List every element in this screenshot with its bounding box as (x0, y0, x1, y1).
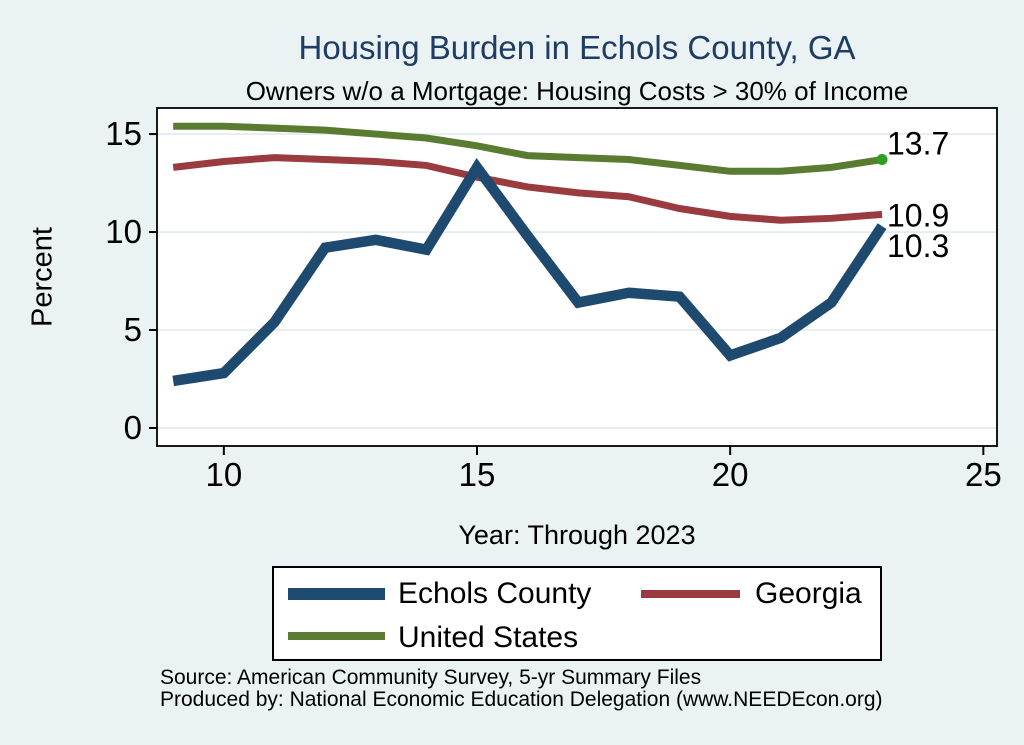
end-label-united-states: 13.7 (887, 126, 949, 162)
y-tick-label: 15 (105, 115, 142, 152)
series-line-united-states (173, 122, 883, 175)
end-label-georgia: 10.9 (887, 197, 949, 233)
y-axis-title: Percent (26, 227, 59, 327)
x-tick-label: 15 (459, 456, 496, 493)
legend-swatch-united-states (288, 632, 385, 640)
series-line-echols-county (172, 157, 887, 387)
x-tick-label: 25 (965, 456, 1002, 493)
y-tick-label: 0 (124, 409, 142, 446)
x-axis-label: Year: Through 2023 (458, 520, 696, 550)
x-tick-label: 20 (712, 456, 749, 493)
legend-label-georgia: Georgia (755, 577, 862, 610)
legend-label-united-states: United States (398, 621, 579, 654)
chart-title: Housing Burden in Echols County, GA (298, 29, 856, 66)
end-marker-united-states (876, 154, 888, 166)
x-tick-label: 10 (205, 456, 242, 493)
legend-label-echols-county: Echols County (398, 577, 592, 610)
chart-subtitle: Owners w/o a Mortgage: Housing Costs > 3… (245, 76, 909, 106)
source-note-line1: Source: American Community Survey, 5-yr … (160, 666, 702, 689)
legend-swatch-georgia (641, 590, 740, 598)
plot-area: 0 5 10 15 10 15 20 25 10.310.9 13.7 (105, 107, 1002, 493)
legend-swatch-echols-county (288, 588, 385, 600)
plot-border (156, 107, 998, 447)
end-label-echols-county: 10.3 (887, 228, 949, 264)
y-tick-label: 10 (105, 213, 142, 250)
series-line-georgia (172, 154, 883, 224)
source-note-line2: Produced by: National Economic Education… (160, 688, 883, 711)
legend: Echols County Georgia United States (272, 566, 882, 661)
y-tick-label: 5 (124, 311, 142, 348)
